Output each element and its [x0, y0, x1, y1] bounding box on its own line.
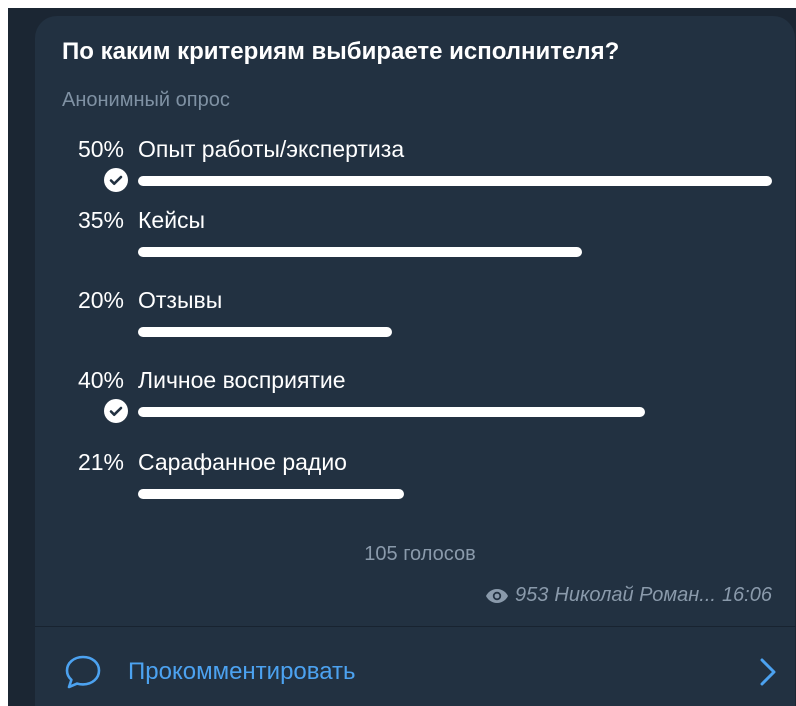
option-text: Отзывы	[138, 287, 223, 313]
divider	[35, 626, 796, 627]
speech-bubble-icon	[65, 655, 101, 689]
message-time: 16:06	[721, 584, 772, 606]
author-name: Николай Роман...	[554, 584, 716, 606]
poll-option[interactable]: 21% Сарафанное радио	[0, 449, 796, 529]
option-percent: 21%	[77, 449, 124, 475]
message-meta: 953 Николай Роман... 16:06	[485, 584, 772, 607]
poll-type-label: Анонимный опрос	[62, 89, 230, 111]
poll-option[interactable]: 40% Личное восприятие	[0, 367, 796, 447]
option-text: Кейсы	[138, 207, 206, 233]
eye-icon	[486, 588, 509, 603]
option-percent: 20%	[77, 287, 124, 313]
option-result-bar	[138, 176, 772, 186]
views-count: 953	[515, 584, 549, 606]
option-text: Опыт работы/экспертиза	[138, 136, 405, 162]
poll-option[interactable]: 20% Отзывы	[0, 287, 796, 367]
poll-option[interactable]: 35% Кейсы	[0, 207, 796, 287]
option-text: Личное восприятие	[138, 367, 346, 393]
check-icon	[104, 168, 128, 192]
comment-button[interactable]: Прокомментировать	[35, 627, 796, 706]
comment-label: Прокомментировать	[128, 658, 356, 685]
option-result-bar	[138, 407, 645, 417]
chevron-right-icon	[760, 658, 776, 686]
option-result-bar	[138, 327, 392, 337]
option-text: Сарафанное радио	[138, 449, 347, 475]
option-percent: 40%	[77, 367, 124, 393]
option-percent: 50%	[77, 136, 124, 162]
option-percent: 35%	[77, 207, 124, 233]
votes-count[interactable]: 105 голосов	[364, 543, 476, 565]
poll-question: По каким критериям выбираете исполнителя…	[62, 38, 620, 65]
poll-card	[35, 16, 795, 706]
option-result-bar	[138, 489, 404, 499]
poll-option[interactable]: 50% Опыт работы/экспертиза	[0, 136, 796, 216]
option-result-bar	[138, 247, 582, 257]
check-icon	[104, 399, 128, 423]
